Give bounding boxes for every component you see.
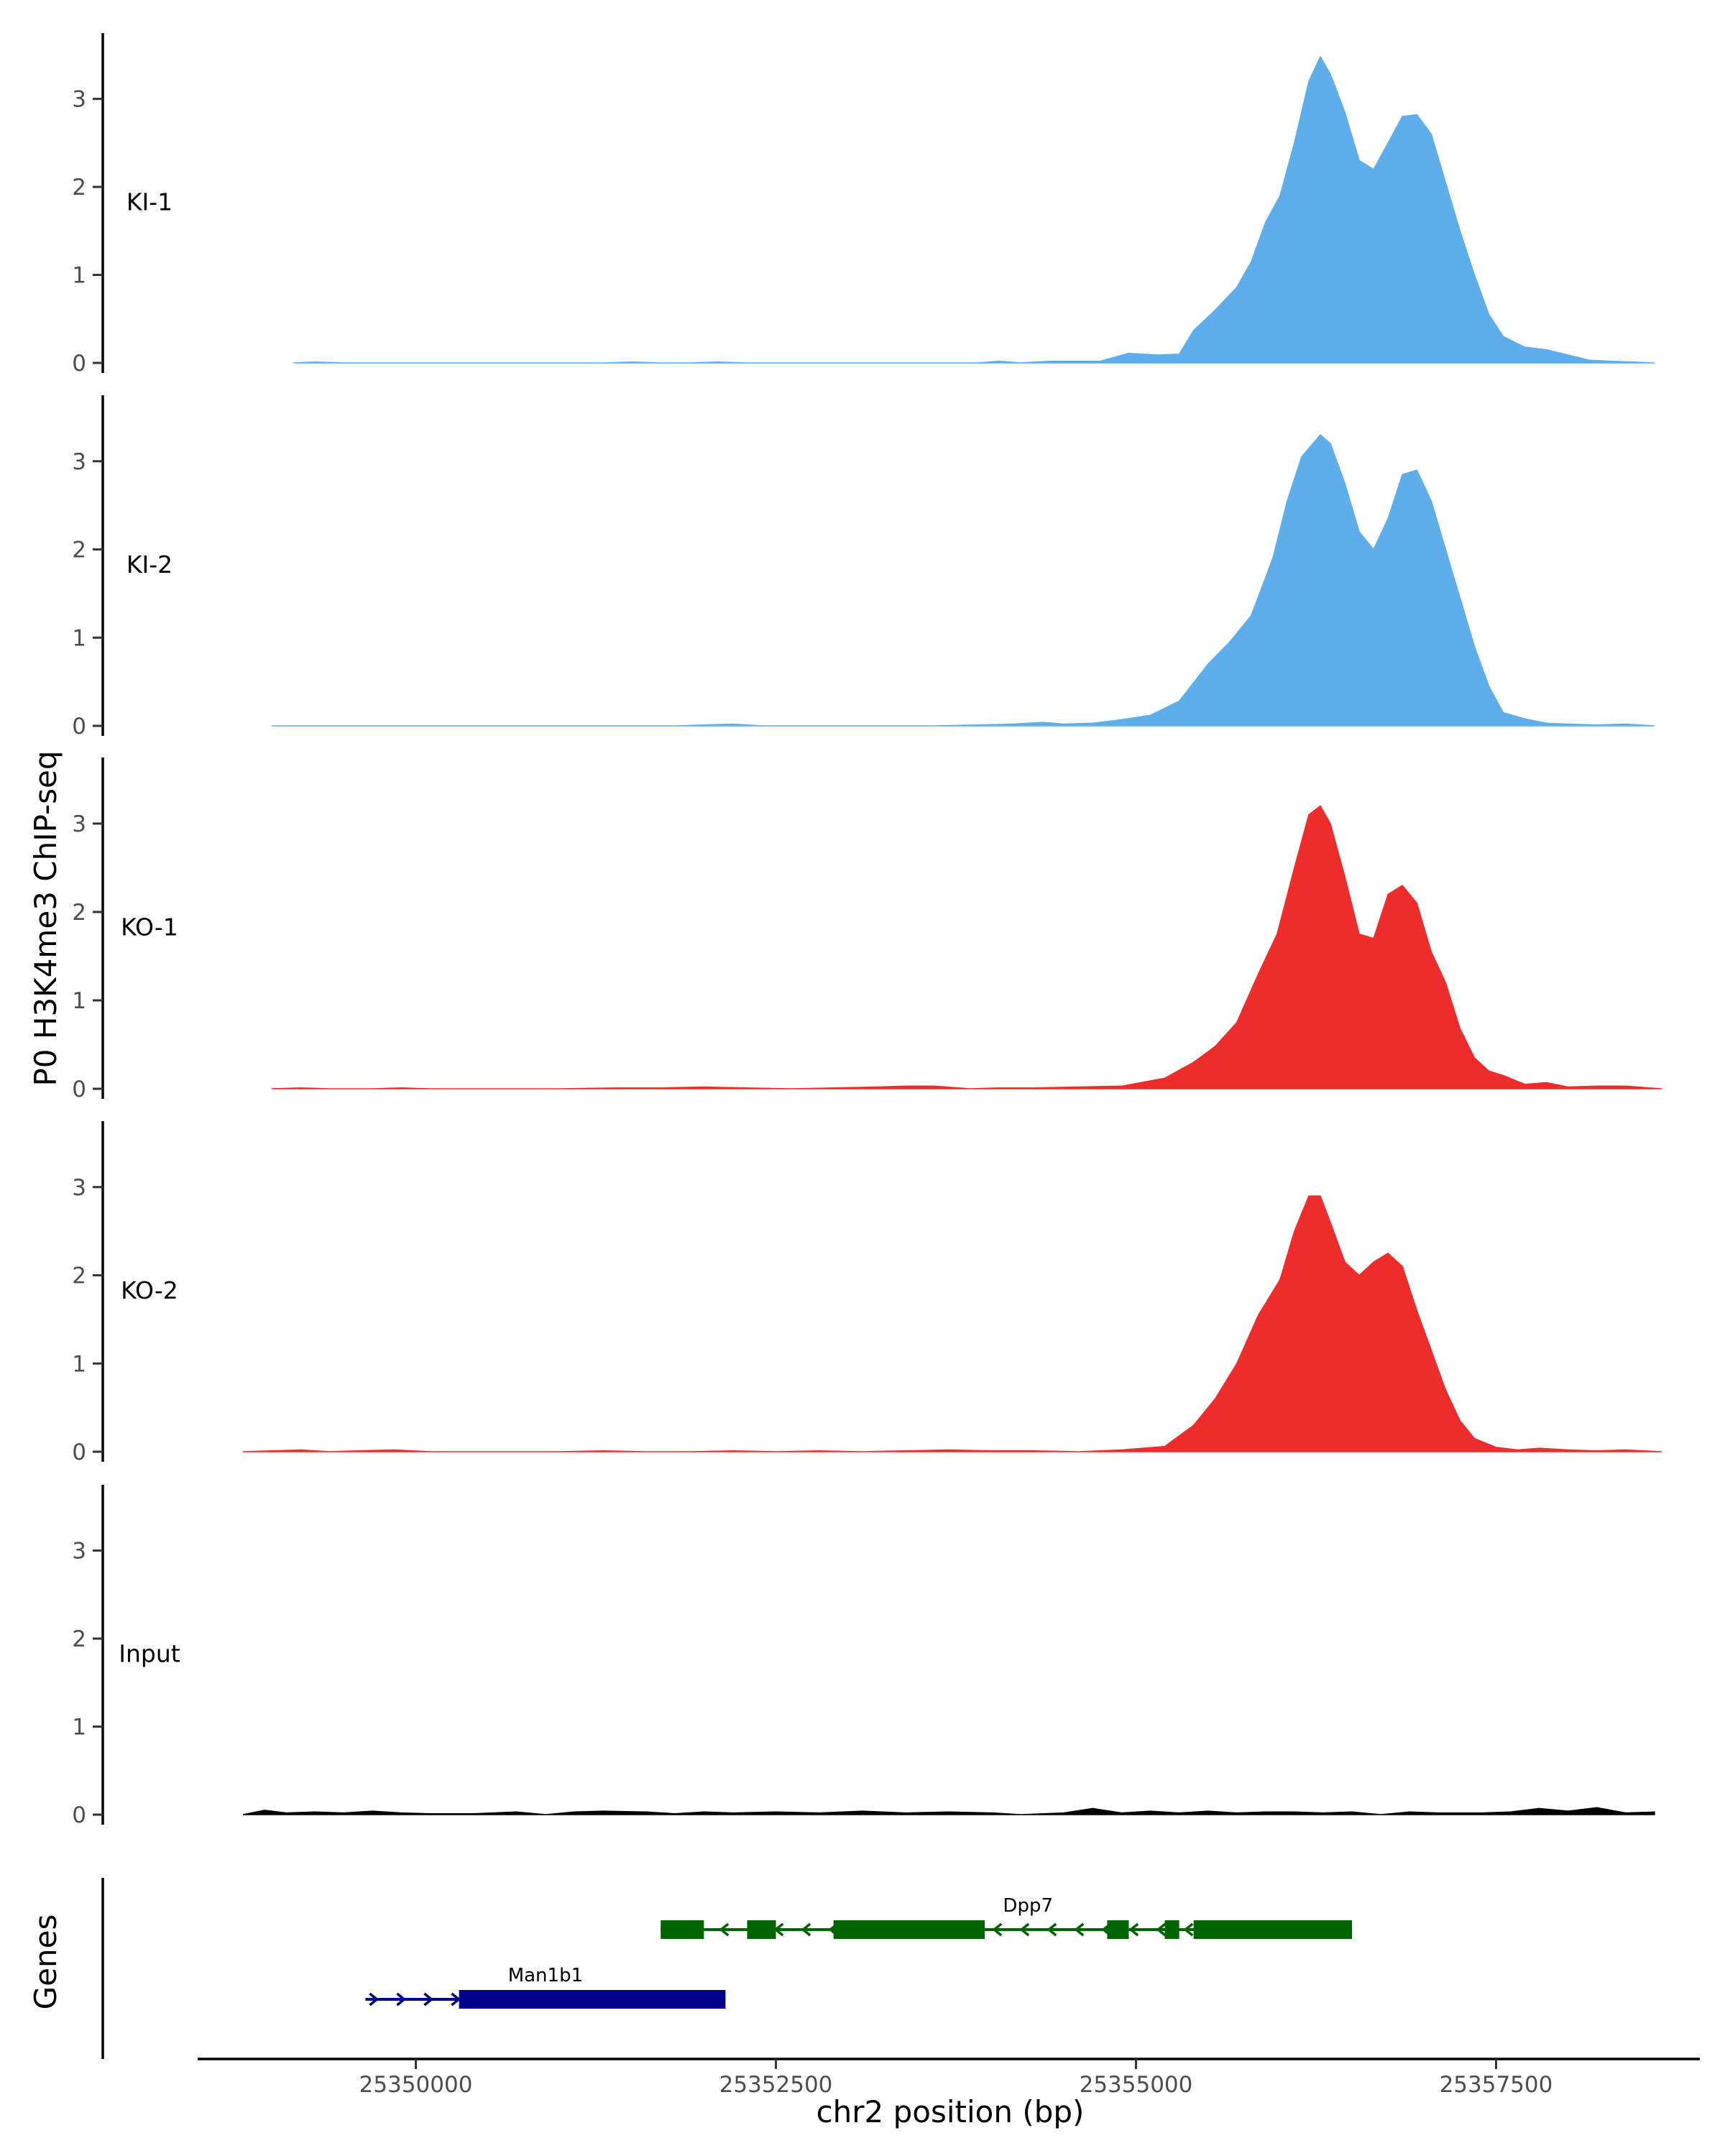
coverage-area-ko-2 [243,1195,1662,1452]
track-label: KO-2 [121,1276,178,1304]
y-tick-label: 3 [72,449,86,475]
x-tick-label: 25357500 [1440,2072,1553,2098]
gene-exon [1164,1920,1179,1939]
track-label: Input [119,1640,180,1668]
coverage-area-ko-1 [272,805,1662,1089]
y-tick-label: 2 [72,900,86,926]
x-axis: 25350000 25352500 25355000 25357500 [198,2058,1700,2098]
gene-man1b1: Man1b1 [365,1965,726,2009]
coverage-area-ki-1 [293,55,1655,364]
x-tick-label: 25350000 [359,2072,473,2098]
y-tick-label: 0 [72,714,86,740]
strand-arrow [451,1992,461,2007]
y-tick-label: 2 [72,1626,86,1652]
y-tick-label: 3 [72,1539,86,1565]
strand-arrow [1128,1922,1139,1937]
track-input: 0 1 2 3 Input [72,1485,1655,1828]
strand-arrow [1074,1922,1085,1937]
y-tick-label: 1 [72,625,86,651]
y-tick-label: 3 [72,811,86,837]
y-tick-label: 1 [72,1351,86,1377]
y-tick-label: 1 [72,263,86,289]
track-label: KI-1 [126,188,172,216]
y-tick-label: 0 [72,1802,86,1828]
strand-arrow [396,1992,407,2007]
coverage-tracks: 0 1 2 3 KI-1 0 1 2 3 KI-2 0 1 2 3 KO-1 0 1 2 3 KO-2 0 1 2 3 Inpu… [72,33,1662,1828]
gene-exon [1193,1920,1353,1939]
y-tick-label: 3 [72,87,86,113]
gene-exon [833,1920,985,1939]
y-tick-label: 0 [72,1439,86,1465]
y-tick-label: 2 [72,538,86,563]
genes-axis-title: Genes [28,1915,63,2010]
gene-exon [661,1920,704,1939]
gene-dpp7: Dpp7 [661,1895,1353,1939]
track-ko-2: 0 1 2 3 KO-2 [72,1121,1662,1465]
strand-arrow [719,1922,730,1937]
gene-exon [1107,1920,1129,1939]
y-tick-label: 0 [72,351,86,377]
strand-arrow [423,1992,434,2007]
y-tick-label: 2 [72,175,86,201]
strand-arrow [1046,1922,1057,1937]
genes-track: Dpp7 Man1b1 [101,1878,1353,2059]
y-tick-label: 2 [72,1263,86,1289]
y-axis-title: P0 H3K4me3 ChIP-seq [28,750,63,1086]
strand-arrow [1183,1922,1194,1937]
coverage-area-ki-2 [272,433,1655,727]
strand-arrow [992,1922,1003,1937]
y-tick-label: 1 [72,988,86,1014]
track-ko-1: 0 1 2 3 KO-1 [72,757,1662,1102]
x-axis-title: chr2 position (bp) [816,2094,1085,2129]
gene-label: Man1b1 [508,1965,583,1986]
strand-arrow [801,1922,811,1937]
gene-exon [459,1990,726,2009]
x-tick-label: 25352500 [719,2072,833,2098]
y-tick-label: 1 [72,1715,86,1741]
track-label: KO-1 [121,913,178,941]
x-tick-label: 25355000 [1080,2072,1193,2098]
strand-arrow [369,1992,380,2007]
coverage-area-input [242,1807,1655,1815]
track-ki-2: 0 1 2 3 KI-2 [72,395,1655,740]
track-label: KI-2 [126,550,172,579]
y-tick-label: 3 [72,1175,86,1201]
y-tick-label: 0 [72,1077,86,1102]
track-ki-1: 0 1 2 3 KI-1 [72,33,1655,377]
strand-arrow [1019,1922,1030,1937]
gene-label: Dpp7 [1003,1895,1053,1917]
gene-exon [747,1920,776,1939]
strand-arrow [1156,1922,1167,1937]
